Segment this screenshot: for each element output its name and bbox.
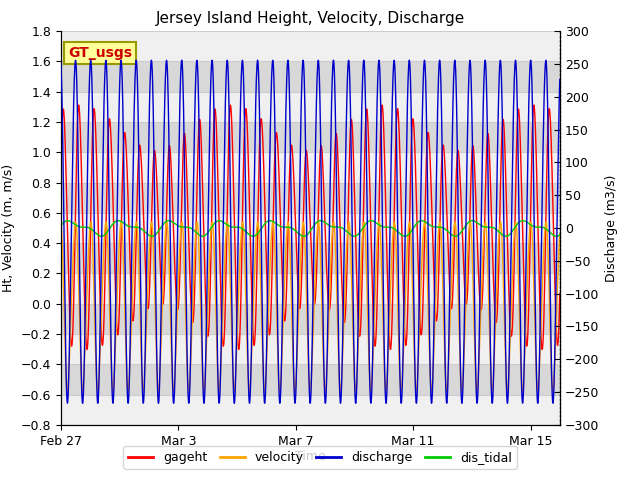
Bar [61,243,560,274]
Y-axis label: Discharge (m3/s): Discharge (m3/s) [605,174,618,282]
Bar [61,182,560,213]
Title: Jersey Island Height, Velocity, Discharge: Jersey Island Height, Velocity, Discharg… [156,11,465,26]
Bar [61,304,560,334]
Text: GT_usgs: GT_usgs [68,46,132,60]
X-axis label: Time: Time [295,450,326,463]
Bar [61,395,560,425]
Bar [61,213,560,243]
Y-axis label: Ht, Velocity (m, m/s): Ht, Velocity (m, m/s) [2,164,15,292]
Bar [61,61,560,92]
Bar [61,152,560,182]
Legend: gageht, velocity, discharge, dis_tidal: gageht, velocity, discharge, dis_tidal [123,446,517,469]
Bar [61,92,560,122]
Bar [61,364,560,395]
Bar [61,274,560,304]
Bar [61,334,560,364]
Bar [61,31,560,61]
Bar [61,122,560,152]
